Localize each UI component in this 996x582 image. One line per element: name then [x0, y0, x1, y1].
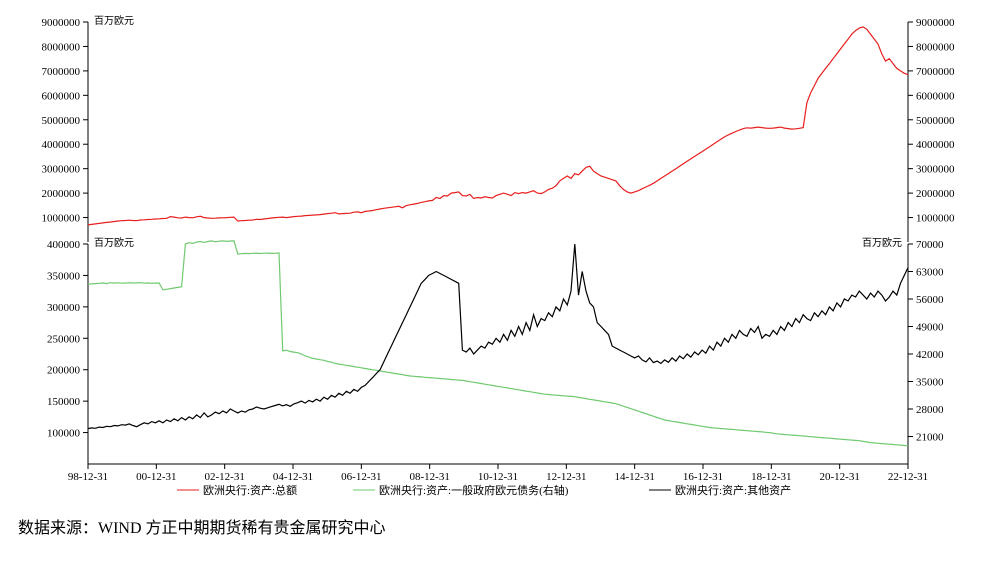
svg-text:06-12-31: 06-12-31 — [341, 471, 381, 483]
svg-text:8000000: 8000000 — [916, 41, 955, 53]
svg-text:8000000: 8000000 — [42, 41, 81, 53]
svg-text:7000000: 7000000 — [916, 66, 955, 78]
svg-text:5000000: 5000000 — [916, 115, 955, 127]
svg-text:300000: 300000 — [47, 302, 81, 314]
data-source-caption: 数据来源：WIND 方正中期期货稀有贵金属研究中心 — [18, 514, 978, 538]
svg-text:9000000: 9000000 — [916, 17, 955, 29]
svg-text:20-12-31: 20-12-31 — [820, 471, 860, 483]
svg-text:150000: 150000 — [47, 396, 81, 408]
svg-text:21000: 21000 — [916, 432, 944, 444]
svg-text:18-12-31: 18-12-31 — [751, 471, 791, 483]
svg-text:10-12-31: 10-12-31 — [478, 471, 518, 483]
svg-text:百万欧元: 百万欧元 — [94, 15, 134, 27]
svg-text:49000: 49000 — [916, 322, 944, 334]
svg-text:6000000: 6000000 — [42, 90, 81, 102]
svg-text:63000: 63000 — [916, 267, 944, 279]
svg-text:5000000: 5000000 — [42, 115, 81, 127]
chart-container: 百万欧元百万欧元百万欧元1000000100000020000002000000… — [18, 8, 978, 508]
svg-text:1000000: 1000000 — [916, 213, 955, 225]
svg-text:200000: 200000 — [47, 365, 81, 377]
svg-text:22-12-31: 22-12-31 — [888, 471, 928, 483]
svg-text:350000: 350000 — [47, 270, 81, 282]
svg-text:100000: 100000 — [47, 428, 81, 440]
svg-text:14-12-31: 14-12-31 — [615, 471, 655, 483]
chart-svg: 百万欧元百万欧元百万欧元1000000100000020000002000000… — [18, 8, 978, 508]
svg-text:400000: 400000 — [47, 239, 81, 251]
svg-text:00-12-31: 00-12-31 — [136, 471, 176, 483]
svg-text:16-12-31: 16-12-31 — [683, 471, 723, 483]
svg-text:70000: 70000 — [916, 239, 944, 251]
svg-text:1000000: 1000000 — [42, 213, 81, 225]
svg-text:欧洲央行:资产:总额: 欧洲央行:资产:总额 — [203, 483, 297, 497]
svg-text:4000000: 4000000 — [916, 139, 955, 151]
svg-text:04-12-31: 04-12-31 — [273, 471, 313, 483]
svg-text:98-12-31: 98-12-31 — [68, 471, 108, 483]
svg-text:4000000: 4000000 — [42, 139, 81, 151]
svg-text:百万欧元: 百万欧元 — [862, 237, 902, 249]
svg-text:百万欧元: 百万欧元 — [94, 237, 134, 249]
svg-text:35000: 35000 — [916, 377, 944, 389]
svg-text:3000000: 3000000 — [42, 164, 81, 176]
svg-text:3000000: 3000000 — [916, 164, 955, 176]
svg-text:42000: 42000 — [916, 349, 944, 361]
svg-text:欧洲央行:资产:其他资产: 欧洲央行:资产:其他资产 — [675, 483, 791, 497]
svg-text:2000000: 2000000 — [42, 188, 81, 200]
svg-text:12-12-31: 12-12-31 — [546, 471, 586, 483]
svg-text:02-12-31: 02-12-31 — [205, 471, 245, 483]
svg-text:250000: 250000 — [47, 333, 81, 345]
svg-text:7000000: 7000000 — [42, 66, 81, 78]
svg-text:9000000: 9000000 — [42, 17, 81, 29]
svg-text:2000000: 2000000 — [916, 188, 955, 200]
svg-text:08-12-31: 08-12-31 — [410, 471, 450, 483]
svg-text:28000: 28000 — [916, 404, 944, 416]
svg-text:6000000: 6000000 — [916, 90, 955, 102]
svg-text:56000: 56000 — [916, 294, 944, 306]
svg-text:欧洲央行:资产:一般政府欧元债务(右轴): 欧洲央行:资产:一般政府欧元债务(右轴) — [379, 483, 569, 497]
